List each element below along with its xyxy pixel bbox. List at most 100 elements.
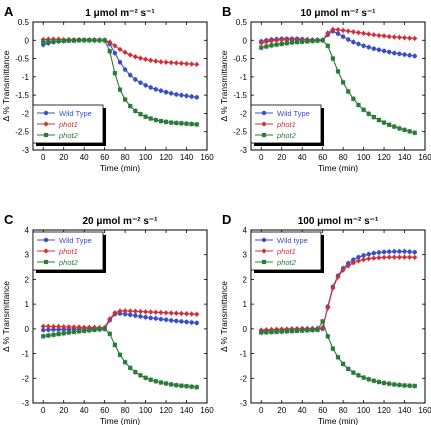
legend-label: phot1 (58, 247, 78, 256)
data-point (366, 31, 372, 37)
panel-letter: D (222, 212, 231, 227)
data-point (330, 346, 335, 351)
x-tick-label: 120 (377, 406, 391, 415)
data-point (163, 119, 169, 124)
x-tick-label: 0 (259, 406, 264, 415)
data-point (335, 274, 341, 280)
data-point (189, 384, 194, 389)
data-point (153, 379, 158, 384)
data-point (138, 112, 143, 117)
x-tick-label: 160 (200, 153, 214, 162)
x-tick-label: 120 (159, 406, 173, 415)
y-axis-label: Δ % Transmittance (1, 50, 11, 121)
data-point (138, 80, 143, 85)
plot-frame (32, 229, 208, 404)
data-point (102, 326, 107, 331)
data-point (340, 267, 346, 273)
y-tick-label: -2 (240, 109, 248, 118)
data-point (163, 381, 169, 386)
x-tick-label: 100 (357, 153, 371, 162)
data-point (163, 59, 169, 65)
y-tick-label: -1 (240, 350, 248, 359)
data-point (386, 49, 392, 55)
panel-letter: A (4, 4, 14, 19)
data-point (376, 117, 382, 123)
y-tick-label: -2 (240, 374, 248, 383)
x-tick-label: 80 (339, 406, 348, 415)
data-point (356, 41, 361, 47)
y-tick-label: -3 (22, 146, 30, 155)
legend-label: phot1 (58, 120, 78, 129)
y-tick-label: -1.5 (15, 91, 29, 100)
data-point (123, 97, 128, 102)
data-point (56, 38, 61, 44)
data-point (397, 126, 402, 131)
data-point (320, 38, 325, 43)
data-point (82, 328, 87, 333)
data-point (300, 328, 305, 333)
data-point (128, 72, 133, 78)
data-point (76, 329, 82, 334)
data-point (179, 319, 184, 324)
x-tick-label: 160 (418, 153, 431, 162)
data-point (386, 249, 392, 254)
y-tick-label: -2 (22, 374, 30, 383)
data-point (163, 90, 169, 95)
data-point (371, 255, 377, 261)
data-point (92, 327, 97, 332)
data-point (138, 373, 143, 378)
data-point (376, 379, 382, 385)
data-point (386, 34, 392, 40)
data-point (402, 383, 407, 388)
data-point (330, 26, 336, 32)
data-point (178, 60, 185, 66)
data-point (179, 92, 184, 98)
data-point (194, 122, 199, 127)
data-point (371, 378, 376, 383)
data-point (412, 35, 418, 42)
panel-A: A 1 μmol m⁻² s⁻¹ 0 20 40 60 80 100 120 140 160 -3 -2… (1, 4, 214, 173)
x-tick-label: 40 (80, 406, 89, 415)
data-point (61, 331, 66, 336)
y-tick-label: -1.5 (233, 91, 247, 100)
data-point (402, 52, 407, 57)
legend-label: phot1 (276, 247, 296, 256)
data-point (320, 325, 326, 331)
data-point (194, 320, 199, 326)
data-point (381, 380, 387, 386)
x-tick-label: 40 (80, 153, 89, 162)
data-point (264, 330, 269, 335)
data-point (148, 315, 153, 321)
data-point (402, 249, 407, 254)
data-point (263, 39, 269, 45)
x-tick-label: 60 (100, 406, 109, 415)
data-point (148, 116, 153, 121)
y-tick-label: 0 (243, 325, 248, 334)
series-phot2 (259, 37, 417, 136)
data-point (392, 249, 397, 254)
data-point (174, 383, 179, 388)
data-point (376, 250, 382, 255)
data-point (71, 329, 77, 334)
data-point (341, 80, 346, 85)
data-point (269, 329, 274, 335)
x-tick-label: 20 (277, 406, 286, 415)
x-tick-label: 100 (357, 406, 371, 415)
data-point (148, 57, 154, 63)
data-point (407, 383, 412, 388)
panel-C: C 20 μmol m⁻² s⁻¹0 20 40 60 80 100 120 140 160-3-… (1, 212, 214, 425)
x-axis-label: Time (min) (100, 416, 140, 425)
data-point (310, 327, 315, 333)
data-point (178, 310, 185, 317)
data-point (279, 37, 285, 43)
data-point (350, 260, 356, 266)
x-tick-label: 40 (298, 153, 307, 162)
data-point (112, 71, 117, 76)
data-point (274, 42, 279, 47)
y-tick-label: 0.5 (18, 18, 30, 27)
data-point (158, 119, 164, 124)
data-point (133, 313, 138, 318)
data-point (133, 370, 138, 375)
data-point (412, 383, 417, 389)
x-tick-label: 100 (139, 153, 153, 162)
